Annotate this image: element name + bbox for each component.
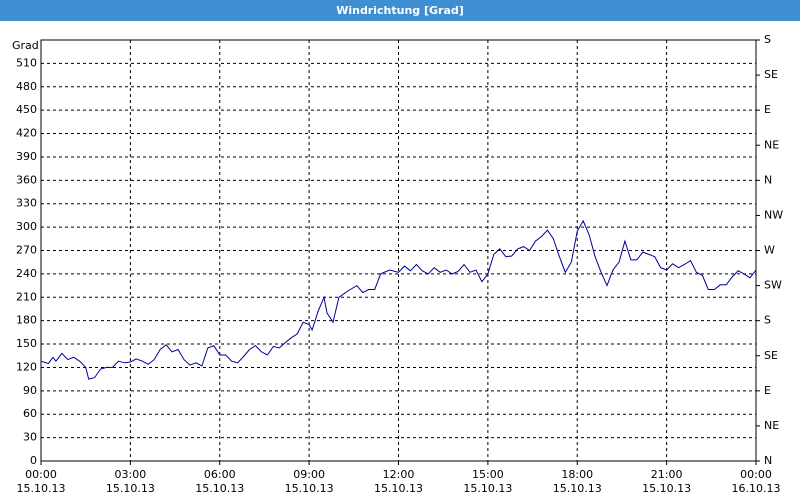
y2-tick-label: SE: [764, 68, 778, 81]
x-tick-label: 00:00: [25, 468, 57, 481]
y2-tick-label: E: [764, 384, 771, 397]
chart: Grad 0 30 60 90 120 150 180 210 240 270 300 330 360 3…: [12, 33, 783, 495]
x-tick-label: 15.10.13: [374, 482, 423, 495]
y-tick-label: 90: [23, 384, 37, 397]
y2-tick-label: NE: [764, 419, 779, 432]
x-tick-label: 15.10.13: [195, 482, 244, 495]
y-tick-label: 60: [23, 407, 37, 420]
y-tick-label: 420: [16, 127, 37, 140]
y2-tick-label: N: [764, 454, 772, 467]
y-tick-label: 0: [30, 454, 37, 467]
y2-tick-label: W: [764, 244, 775, 257]
chart-title: Windrichtung [Grad]: [0, 0, 800, 21]
x-tick-label: 18:00: [561, 468, 593, 481]
x-tick-label: 16.10.13: [732, 482, 781, 495]
x-tick-label: 12:00: [383, 468, 415, 481]
x-tick-label: 15.10.13: [17, 482, 66, 495]
x-tick-label: 15.10.13: [463, 482, 512, 495]
y-tick-label: 360: [16, 173, 37, 186]
y2-tick-label: NW: [764, 208, 783, 221]
x-tick-label: 21:00: [651, 468, 683, 481]
y-tick-label: 270: [16, 244, 37, 257]
y-tick-label: 510: [16, 56, 37, 69]
y-tick-label: 150: [16, 337, 37, 350]
y-tick-label: 120: [16, 360, 37, 373]
y-tick-label: 300: [16, 220, 37, 233]
y-axis-label: Grad: [12, 39, 39, 52]
x-tick-label: 00:00: [740, 468, 772, 481]
x-tick-label: 15.10.13: [553, 482, 602, 495]
y2-tick-label: SE: [764, 349, 778, 362]
x-tick-label: 15.10.13: [285, 482, 334, 495]
y-tick-label: 330: [16, 197, 37, 210]
y-tick-label: 180: [16, 314, 37, 327]
y-tick-label: 390: [16, 150, 37, 163]
y-tick-label: 210: [16, 290, 37, 303]
x-tick-label: 15:00: [472, 468, 504, 481]
y2-tick-label: E: [764, 103, 771, 116]
y-tick-label: 30: [23, 431, 37, 444]
y2-tick-label: S: [764, 314, 771, 327]
x-tick-label: 06:00: [204, 468, 236, 481]
y2-tick-label: N: [764, 173, 772, 186]
y2-tick-label: NE: [764, 138, 779, 151]
x-tick-label: 15.10.13: [106, 482, 155, 495]
data-line: [40, 219, 757, 380]
x-tick-label: 09:00: [293, 468, 325, 481]
plot-frame: [40, 39, 757, 462]
y-tick-label: 240: [16, 267, 37, 280]
x-tick-label: 15.10.13: [642, 482, 691, 495]
y2-tick-label: SW: [764, 279, 782, 292]
x-tick-label: 03:00: [115, 468, 147, 481]
y-tick-label: 480: [16, 80, 37, 93]
y2-tick-label: S: [764, 33, 771, 46]
y-tick-label: 450: [16, 103, 37, 116]
